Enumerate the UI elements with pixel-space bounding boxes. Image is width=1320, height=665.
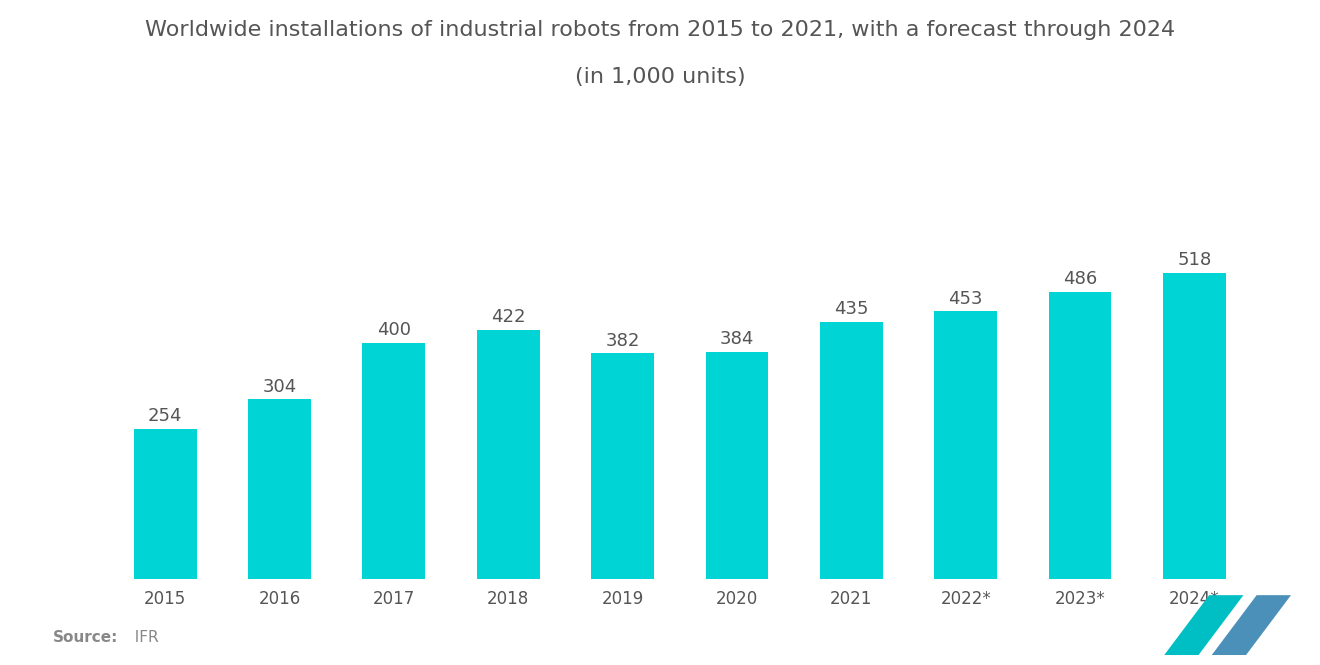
Bar xyxy=(248,399,312,579)
Bar xyxy=(935,311,997,579)
Text: 254: 254 xyxy=(148,407,182,425)
Text: 422: 422 xyxy=(491,308,525,326)
Bar xyxy=(133,429,197,579)
Bar xyxy=(591,353,655,579)
Text: Worldwide installations of industrial robots from 2015 to 2021, with a forecast : Worldwide installations of industrial ro… xyxy=(145,20,1175,40)
Bar xyxy=(477,330,540,579)
Text: 453: 453 xyxy=(948,290,983,308)
Text: 382: 382 xyxy=(606,332,640,350)
Bar xyxy=(1163,273,1226,579)
Text: IFR: IFR xyxy=(125,630,158,645)
Text: 400: 400 xyxy=(378,321,411,339)
Bar xyxy=(705,352,768,579)
Text: 435: 435 xyxy=(834,301,869,319)
Text: 384: 384 xyxy=(719,331,754,348)
Text: 304: 304 xyxy=(263,378,297,396)
Polygon shape xyxy=(1164,595,1243,655)
Bar xyxy=(1048,292,1111,579)
Bar xyxy=(363,342,425,579)
Text: 518: 518 xyxy=(1177,251,1212,269)
Polygon shape xyxy=(1212,595,1291,655)
Text: (in 1,000 units): (in 1,000 units) xyxy=(574,66,746,86)
Text: 486: 486 xyxy=(1063,270,1097,289)
Text: Source:: Source: xyxy=(53,630,119,645)
Bar xyxy=(820,322,883,579)
